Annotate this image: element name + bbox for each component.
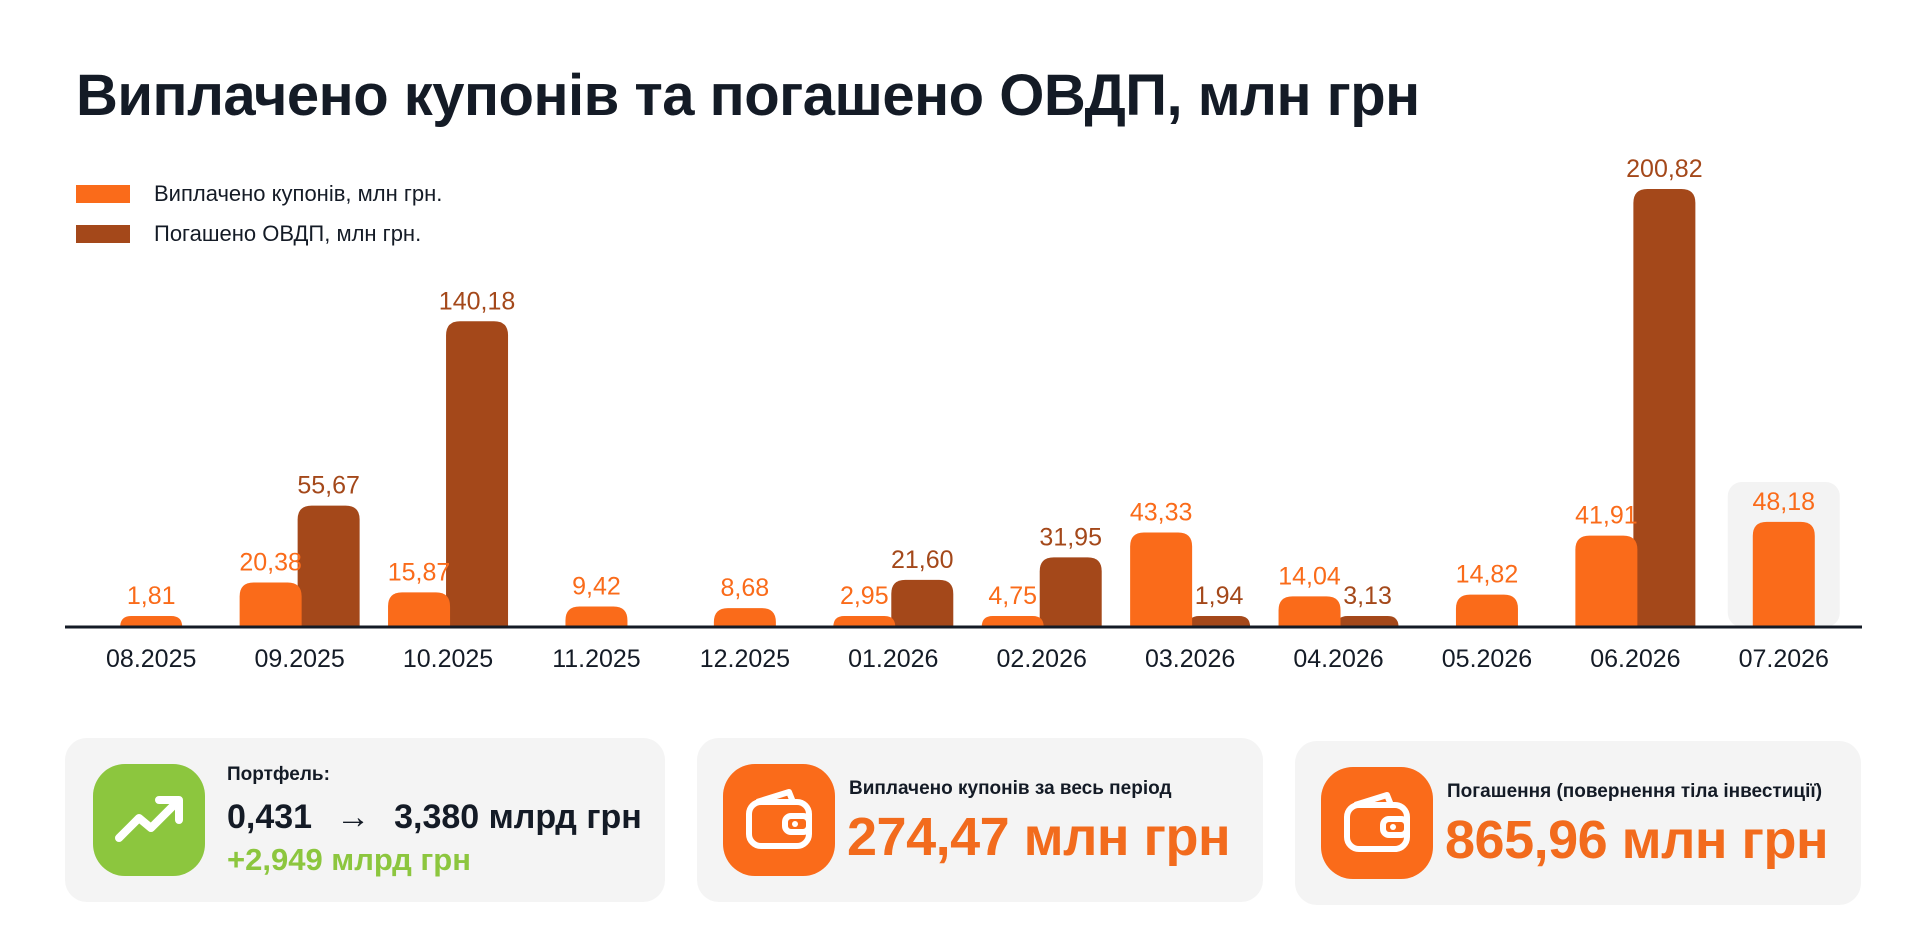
- data-label-coupons-08.2025: 1,81: [127, 582, 176, 610]
- data-label-coupons-10.2025: 15,87: [388, 558, 451, 586]
- bar-coupons-09.2025: [239, 582, 302, 627]
- portfolio-values: 0,431 → 3,380 млрд грн: [227, 798, 642, 837]
- x-tick-07.2026: 07.2026: [1739, 645, 1829, 673]
- bar-coupons-01.2026: [833, 616, 896, 627]
- portfolio-caption: Портфель:: [227, 764, 330, 785]
- bar-coupons-08.2025: [120, 616, 183, 627]
- legend-label-redemptions: Погашено ОВДП, млн грн.: [154, 221, 422, 246]
- x-tick-10.2025: 10.2025: [403, 645, 493, 673]
- x-tick-06.2026: 06.2026: [1590, 645, 1680, 673]
- data-label-coupons-07.2026: 48,18: [1753, 488, 1816, 516]
- data-label-coupons-12.2025: 8,68: [721, 574, 770, 602]
- legend-item-coupons: Виплачено купонів, млн грн.: [76, 174, 442, 214]
- wallet-icon: [746, 789, 812, 849]
- coupons-card: Виплачено купонів за весь період 274,47 …: [697, 738, 1263, 902]
- wallet-icon: [1344, 792, 1410, 852]
- data-label-coupons-06.2026: 41,91: [1575, 502, 1638, 530]
- bar-redemptions-09.2025: [297, 505, 360, 627]
- coupons-total: 274,47 млн грн: [847, 807, 1231, 867]
- x-tick-03.2026: 03.2026: [1145, 645, 1235, 673]
- portfolio-delta: +2,949 млрд грн: [227, 842, 471, 877]
- redemptions-card: Погашення (повернення тіла інвестиції) 8…: [1295, 741, 1861, 905]
- data-label-coupons-05.2026: 14,82: [1456, 561, 1519, 589]
- page-title: Виплачено купонів та погашено ОВДП, млн …: [76, 63, 1420, 128]
- bar-chart: 1,81 08.2025 55,67 20,38 09.2025 140,18 15,87 1…: [65, 155, 1862, 673]
- x-tick-02.2026: 02.2026: [997, 645, 1087, 673]
- legend-swatch-redemptions: [76, 225, 130, 243]
- legend: Виплачено купонів, млн грн. Погашено ОВД…: [76, 174, 442, 254]
- x-tick-12.2025: 12.2025: [700, 645, 790, 673]
- data-label-coupons-09.2025: 20,38: [239, 549, 302, 577]
- bar-redemptions-10.2025: [446, 321, 509, 627]
- redemptions-total: 865,96 млн грн: [1445, 810, 1829, 870]
- portfolio-card: Портфель: 0,431 → 3,380 млрд грн +2,949 мл…: [65, 738, 665, 902]
- data-label-redemptions-10.2025: 140,18: [439, 287, 515, 315]
- legend-label-coupons: Виплачено купонів, млн грн.: [154, 181, 443, 206]
- bar-redemptions-04.2026: [1336, 616, 1399, 627]
- bar-coupons-04.2026: [1278, 596, 1341, 627]
- bar-coupons-11.2025: [565, 606, 628, 627]
- arrow-right-icon: →: [336, 798, 371, 836]
- data-label-coupons-03.2026: 43,33: [1130, 498, 1193, 526]
- coupons-caption: Виплачено купонів за весь період: [849, 778, 1172, 799]
- x-tick-09.2025: 09.2025: [254, 645, 344, 673]
- data-label-redemptions-01.2026: 21,60: [891, 546, 954, 574]
- bar-redemptions-02.2026: [1039, 557, 1102, 627]
- x-tick-11.2025: 11.2025: [552, 645, 641, 673]
- x-tick-04.2026: 04.2026: [1293, 645, 1383, 673]
- x-tick-08.2025: 08.2025: [106, 645, 196, 673]
- data-label-coupons-01.2026: 2,95: [840, 582, 889, 610]
- redemptions-caption: Погашення (повернення тіла інвестиції): [1447, 781, 1823, 802]
- legend-item-redemptions: Погашено ОВДП, млн грн.: [76, 214, 442, 254]
- bar-redemptions-06.2026: [1633, 189, 1696, 627]
- data-label-coupons-02.2026: 4,75: [988, 582, 1037, 610]
- data-label-redemptions-03.2026: 1,94: [1195, 582, 1244, 610]
- bar-redemptions-01.2026: [891, 579, 954, 627]
- data-label-coupons-04.2026: 14,04: [1278, 562, 1341, 590]
- data-label-redemptions-06.2026: 200,82: [1626, 155, 1702, 183]
- data-label-redemptions-02.2026: 31,95: [1039, 523, 1102, 551]
- bar-coupons-12.2025: [713, 608, 776, 627]
- trend-up-icon: [115, 796, 183, 842]
- data-label-redemptions-09.2025: 55,67: [297, 472, 360, 500]
- bar-coupons-07.2026: [1752, 521, 1815, 627]
- portfolio-to: 3,380 млрд грн: [394, 798, 642, 836]
- data-label-redemptions-04.2026: 3,13: [1343, 582, 1392, 610]
- bar-coupons-05.2026: [1455, 594, 1518, 627]
- bar-coupons-10.2025: [388, 592, 451, 627]
- portfolio-from: 0,431: [227, 798, 313, 836]
- bar-coupons-03.2026: [1130, 532, 1193, 627]
- coupons-icon-tile: [723, 764, 835, 876]
- legend-swatch-coupons: [76, 185, 130, 203]
- bar-coupons-02.2026: [981, 616, 1044, 627]
- data-label-coupons-11.2025: 9,42: [572, 572, 621, 600]
- bar-coupons-06.2026: [1575, 535, 1638, 627]
- redemptions-icon-tile: [1321, 767, 1433, 879]
- x-tick-05.2026: 05.2026: [1442, 645, 1532, 673]
- portfolio-icon-tile: [93, 764, 205, 876]
- x-tick-01.2026: 01.2026: [848, 645, 938, 673]
- bar-redemptions-03.2026: [1188, 616, 1251, 627]
